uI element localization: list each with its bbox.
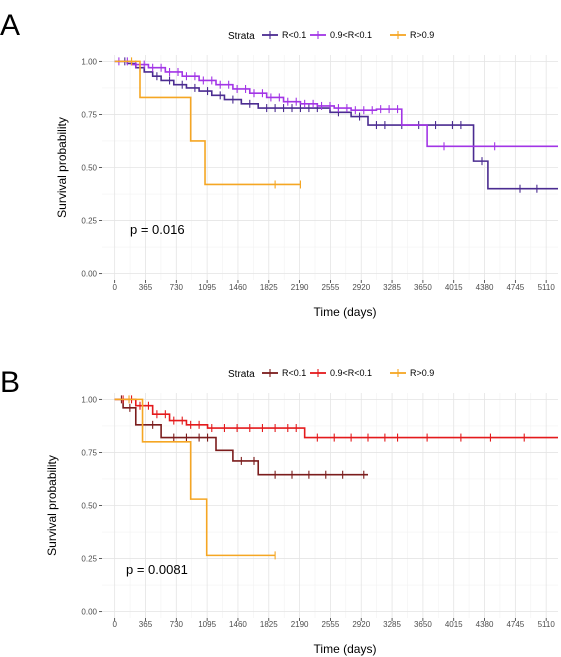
legend-item: 0.9<R<0.1 [310, 368, 372, 378]
y-tick-label: 0.50 [81, 164, 97, 173]
x-tick-label: 2190 [291, 283, 309, 292]
x-tick-label: 2555 [322, 620, 340, 629]
x-tick-label: 1460 [229, 620, 247, 629]
y-tick-label: 0.25 [81, 555, 97, 564]
x-axis-title: Time (days) [314, 642, 377, 656]
x-tick-label: 4745 [506, 620, 524, 629]
x-tick-label: 2920 [352, 283, 370, 292]
y-tick-label: 0.25 [81, 217, 97, 226]
x-tick-label: 2190 [291, 620, 309, 629]
x-tick-label: 3285 [383, 620, 401, 629]
legend-label: R>0.9 [410, 30, 434, 40]
x-tick-label: 1460 [229, 283, 247, 292]
legend-item: R>0.9 [390, 368, 434, 378]
x-tick-label: 1825 [260, 283, 278, 292]
x-tick-label: 1825 [260, 620, 278, 629]
x-tick-label: 3650 [414, 283, 432, 292]
y-tick-label: 1.00 [81, 57, 97, 66]
y-axis-title: Survival probability [45, 455, 59, 556]
x-tick-label: 2555 [322, 283, 340, 292]
legend-item: 0.9<R<0.1 [310, 30, 372, 40]
survival-curve [114, 398, 558, 439]
y-tick-label: 0.00 [81, 608, 97, 617]
legend-item: R>0.9 [390, 30, 434, 40]
survival-curve [114, 60, 558, 148]
series-2 [114, 57, 558, 151]
y-tick-label: 0.00 [81, 270, 97, 279]
x-tick-label: 5110 [538, 283, 556, 292]
x-tick-label: 365 [139, 620, 153, 629]
x-tick-label: 730 [170, 620, 184, 629]
legend-title: Strata [228, 369, 255, 380]
panel-letter: A [0, 9, 20, 42]
x-tick-label: 4745 [506, 283, 524, 292]
x-tick-label: 4380 [476, 283, 494, 292]
survival-curve [114, 60, 301, 186]
legend-label: R<0.1 [282, 368, 306, 378]
legend-label: 0.9<R<0.1 [330, 368, 372, 378]
survival-curve [114, 60, 558, 190]
x-tick-label: 3650 [414, 620, 432, 629]
series-3 [114, 395, 276, 560]
legend-label: R>0.9 [410, 368, 434, 378]
x-tick-label: 1095 [198, 620, 216, 629]
grid [102, 393, 558, 618]
p-value-annotation: p = 0.0081 [126, 562, 188, 577]
survival-curve [114, 398, 276, 557]
x-tick-label: 0 [112, 283, 117, 292]
x-tick-label: 2920 [352, 620, 370, 629]
legend-label: 0.9<R<0.1 [330, 30, 372, 40]
legend-item: R<0.1 [262, 30, 306, 40]
x-tick-label: 730 [170, 283, 184, 292]
legend-item: R<0.1 [262, 368, 306, 378]
y-axis-title: Survival probability [55, 117, 69, 218]
chart-panel-b: B 0.00 0.25 0.50 0.75 1.00 0 365 730 1095 1460 1825… [0, 366, 558, 656]
x-tick-label: 3285 [383, 283, 401, 292]
x-tick-label: 5110 [538, 620, 556, 629]
chart-panel-a: A 0.00 0.25 0.50 0.75 1.00 0 365 730 1095 1460 1825… [0, 9, 558, 319]
x-axis-title: Time (days) [314, 305, 377, 319]
series-1 [114, 395, 368, 479]
legend-label: R<0.1 [282, 30, 306, 40]
legend: Strata R<0.1 0.9<R<0.1 R>0.9 [228, 368, 434, 380]
x-tick-label: 1095 [198, 283, 216, 292]
panel-letter: B [0, 366, 20, 399]
legend-title: Strata [228, 31, 255, 42]
y-tick-label: 0.50 [81, 502, 97, 511]
p-value-annotation: p = 0.016 [130, 222, 185, 237]
series-3 [114, 57, 301, 189]
x-tick-label: 4015 [445, 620, 463, 629]
series-2 [114, 395, 558, 442]
legend: Strata R<0.1 0.9<R<0.1 R>0.9 [228, 30, 434, 42]
x-tick-label: 0 [112, 620, 117, 629]
y-tick-label: 0.75 [81, 448, 97, 457]
y-tick-label: 1.00 [81, 395, 97, 404]
x-tick-label: 4015 [445, 283, 463, 292]
x-tick-label: 365 [139, 283, 153, 292]
y-tick-label: 0.75 [81, 110, 97, 119]
x-tick-label: 4380 [476, 620, 494, 629]
